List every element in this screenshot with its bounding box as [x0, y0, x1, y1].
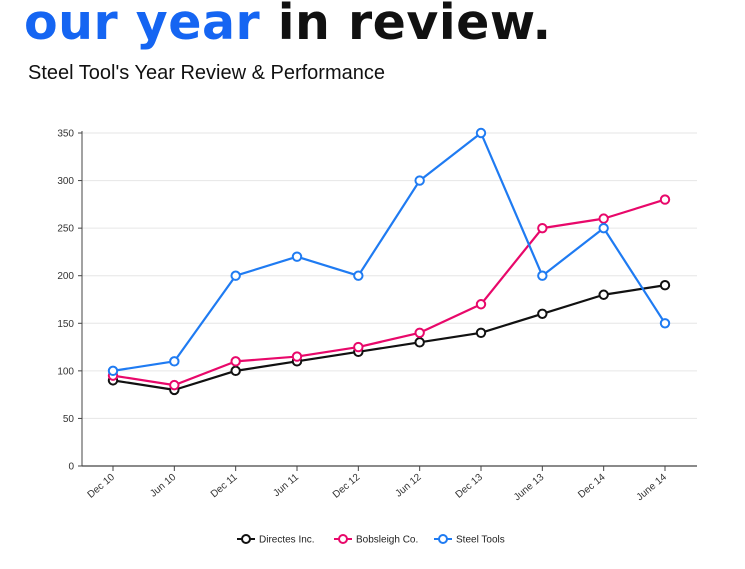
y-tick-label: 0 — [68, 462, 74, 473]
data-point — [414, 337, 425, 348]
data-point — [537, 222, 548, 234]
y-tick-label: 200 — [57, 271, 74, 282]
data-point — [414, 327, 425, 338]
x-tick-label: June 13 — [512, 472, 547, 504]
x-tick-label: Dec 10 — [86, 472, 118, 501]
x-tick-label: Jun 12 — [394, 472, 424, 500]
y-tick-label: 300 — [57, 176, 74, 187]
y-tick-label: 100 — [57, 366, 74, 377]
data-point — [107, 365, 119, 377]
page-headline: our year in review. — [24, 0, 552, 51]
series-line — [112, 198, 666, 387]
data-point — [659, 318, 671, 329]
data-point — [475, 127, 487, 139]
legend-swatch-marker — [338, 534, 348, 544]
data-point — [598, 213, 609, 224]
x-tick-label: Dec 11 — [209, 472, 240, 501]
series-line — [112, 131, 666, 372]
data-point — [598, 289, 609, 300]
series-line — [112, 284, 666, 391]
legend-label: Directes Inc. — [259, 535, 315, 546]
y-tick-label: 50 — [63, 414, 75, 425]
x-tick-label: Jun 10 — [148, 472, 178, 500]
y-tick-label: 250 — [57, 224, 74, 235]
data-point — [659, 194, 671, 205]
data-point — [230, 365, 241, 377]
y-tick-label: 150 — [57, 319, 74, 330]
x-tick-label: Dec 13 — [454, 472, 486, 501]
y-tick-label: 350 — [57, 129, 74, 140]
headline-accent: our year — [24, 0, 261, 51]
data-point — [353, 270, 364, 281]
x-tick-label: Jun 11 — [271, 472, 301, 500]
x-tick-label: Dec 12 — [331, 472, 363, 501]
legend-label: Steel Tools — [456, 535, 505, 546]
data-point — [169, 379, 180, 391]
headline-rest: in review. — [277, 0, 552, 51]
data-point — [169, 356, 180, 367]
x-tick-label: June 14 — [635, 472, 670, 504]
data-point — [598, 222, 609, 234]
data-point — [353, 341, 364, 353]
data-point — [230, 356, 241, 367]
data-point — [291, 351, 303, 362]
data-point — [414, 175, 425, 186]
data-point — [659, 280, 671, 291]
legend-label: Bobsleigh Co. — [356, 535, 418, 546]
x-tick-label: Dec 14 — [576, 472, 608, 501]
data-point — [475, 327, 487, 338]
data-point — [230, 270, 241, 281]
data-point — [291, 251, 303, 262]
data-point — [537, 270, 548, 281]
page-subtitle: Steel Tool's Year Review & Performance — [28, 62, 385, 84]
data-point — [537, 308, 548, 319]
legend-swatch-marker — [438, 534, 448, 544]
legend-swatch-marker — [241, 534, 251, 544]
data-point — [475, 299, 487, 310]
